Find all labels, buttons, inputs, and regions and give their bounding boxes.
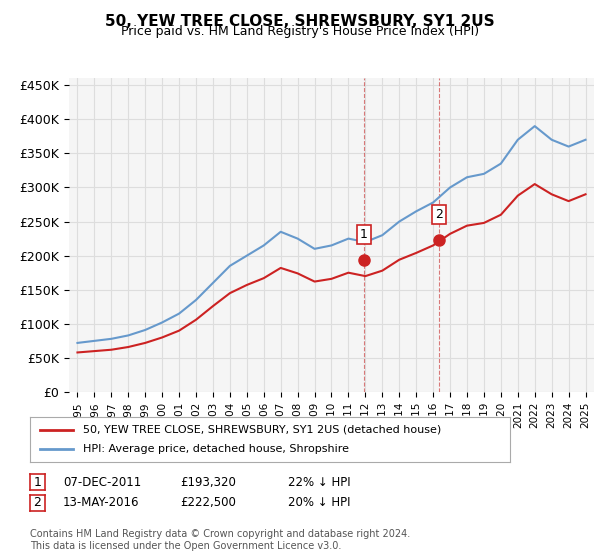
Text: 1: 1 xyxy=(360,228,368,241)
Text: 22% ↓ HPI: 22% ↓ HPI xyxy=(288,475,350,489)
Text: 50, YEW TREE CLOSE, SHREWSBURY, SY1 2US (detached house): 50, YEW TREE CLOSE, SHREWSBURY, SY1 2US … xyxy=(83,424,441,435)
Text: HPI: Average price, detached house, Shropshire: HPI: Average price, detached house, Shro… xyxy=(83,445,349,455)
Text: 1: 1 xyxy=(34,475,41,489)
Text: 2: 2 xyxy=(34,496,41,510)
Text: 2: 2 xyxy=(436,208,443,221)
Text: 50, YEW TREE CLOSE, SHREWSBURY, SY1 2US: 50, YEW TREE CLOSE, SHREWSBURY, SY1 2US xyxy=(105,14,495,29)
Text: Price paid vs. HM Land Registry's House Price Index (HPI): Price paid vs. HM Land Registry's House … xyxy=(121,25,479,38)
Text: Contains HM Land Registry data © Crown copyright and database right 2024.
This d: Contains HM Land Registry data © Crown c… xyxy=(30,529,410,551)
Text: 07-DEC-2011: 07-DEC-2011 xyxy=(63,475,141,489)
Text: 20% ↓ HPI: 20% ↓ HPI xyxy=(288,496,350,510)
Text: 13-MAY-2016: 13-MAY-2016 xyxy=(63,496,139,510)
Text: £193,320: £193,320 xyxy=(180,475,236,489)
Text: £222,500: £222,500 xyxy=(180,496,236,510)
